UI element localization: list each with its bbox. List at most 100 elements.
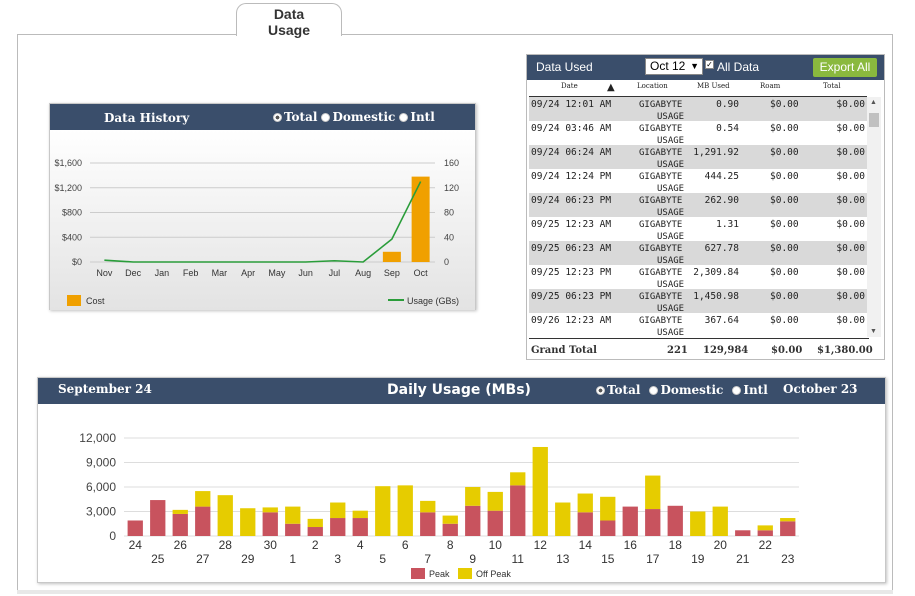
offpeak-bar bbox=[330, 502, 346, 519]
col-header-date[interactable]: Date bbox=[561, 82, 578, 90]
table-row[interactable]: 09/24 12:24 PM GIGABYTE USAGE 444.25 $0.00 $0… bbox=[529, 169, 867, 194]
range-start-label: September 24 bbox=[58, 382, 152, 396]
daily-radio-total[interactable]: Total bbox=[596, 383, 640, 397]
col-header-roam[interactable]: Roam bbox=[760, 82, 781, 90]
col-header-total[interactable]: Total bbox=[823, 82, 841, 90]
data-used-panel: Data Used Oct 12 ▼ ✓ All Data Export All … bbox=[526, 54, 885, 360]
radio-icon[interactable] bbox=[649, 385, 659, 395]
x-tick-label: 26 bbox=[174, 538, 188, 552]
radio-icon[interactable] bbox=[732, 385, 742, 395]
x-tick-label: 15 bbox=[601, 552, 615, 566]
y-tick-label: 0 bbox=[109, 529, 116, 543]
history-radio-intl[interactable]: Intl bbox=[399, 110, 435, 124]
legend-usage-label: Usage (GBs) bbox=[407, 296, 459, 306]
sort-asc-icon[interactable]: ▲ bbox=[607, 82, 615, 93]
offpeak-bar bbox=[217, 495, 233, 536]
table-scrollbar[interactable]: ▲ ▼ bbox=[867, 97, 881, 337]
offpeak-bar bbox=[195, 491, 211, 507]
peak-bar bbox=[487, 510, 503, 536]
table-row[interactable]: 09/25 12:23 PM GIGABYTE USAGE 2,309.84 $0.00… bbox=[529, 265, 867, 290]
table-row[interactable]: 09/26 12:23 AM GIGABYTE USAGE 367.64 $0.00 $0… bbox=[529, 313, 867, 337]
table-row[interactable]: 09/24 03:46 AM GIGABYTE USAGE 0.54 $0.00 $0.0… bbox=[529, 121, 867, 146]
radio-label: Domestic bbox=[332, 110, 396, 124]
cell-location-line2: USAGE bbox=[657, 304, 685, 314]
cell-roam: $0.00 bbox=[770, 99, 799, 110]
data-history-chart: $0 $400 $800 $1,200 $1,600 0 40 80 120 160 Nov Dec J… bbox=[54, 158, 459, 306]
x-tick-label: Nov bbox=[96, 268, 113, 278]
cell-total: $0.00 bbox=[836, 243, 865, 254]
x-tick-label: 1 bbox=[289, 552, 296, 566]
data-history-panel: Data History Total Domestic Intl $0 $400 $… bbox=[49, 103, 476, 310]
x-tick-label: 17 bbox=[646, 552, 660, 566]
date-select[interactable]: Oct 12 ▼ bbox=[645, 58, 703, 75]
radio-icon[interactable] bbox=[596, 385, 605, 395]
x-tick-label: 9 bbox=[469, 552, 476, 566]
x-tick-label: 28 bbox=[219, 538, 233, 552]
col-header-location[interactable]: Location bbox=[637, 82, 668, 90]
cell-date: 09/24 03:46 AM bbox=[531, 123, 612, 134]
cell-roam: $0.00 bbox=[770, 267, 799, 278]
table-row[interactable]: 09/24 12:01 AM GIGABYTE USAGE 0.90 $0.00 $0.0… bbox=[529, 97, 867, 122]
legend-cost-label: Cost bbox=[86, 296, 105, 306]
data-history-header: Data History Total Domestic Intl bbox=[50, 104, 475, 130]
radio-label: Intl bbox=[743, 383, 768, 397]
x-tick-label: 16 bbox=[624, 538, 638, 552]
table-row[interactable]: 09/25 06:23 AM GIGABYTE USAGE 627.78 $0.00 $0… bbox=[529, 241, 867, 266]
x-tick-label: Sep bbox=[384, 268, 400, 278]
cell-location-line2: USAGE bbox=[657, 256, 685, 266]
data-history-body: $0 $400 $800 $1,200 $1,600 0 40 80 120 160 Nov Dec J… bbox=[50, 130, 475, 310]
offpeak-bar bbox=[285, 506, 301, 524]
scroll-down-icon[interactable]: ▼ bbox=[870, 328, 877, 335]
table-row[interactable]: 09/25 12:23 AM GIGABYTE USAGE 1.31 $0.00 $0.0… bbox=[529, 217, 867, 242]
tab-label-line1: Data bbox=[273, 6, 305, 22]
offpeak-bar bbox=[442, 515, 458, 524]
radio-icon[interactable] bbox=[321, 112, 331, 122]
tab-data-usage[interactable]: Data Usage bbox=[236, 3, 342, 38]
x-tick-label: 4 bbox=[357, 538, 364, 552]
grand-total-divider bbox=[529, 338, 869, 339]
table-row[interactable]: 09/25 06:23 PM GIGABYTE USAGE 1,450.98 $0.00… bbox=[529, 289, 867, 314]
daily-radio-intl[interactable]: Intl bbox=[732, 383, 768, 397]
scroll-up-icon[interactable]: ▲ bbox=[870, 99, 877, 106]
offpeak-bar bbox=[465, 487, 481, 506]
cell-location: GIGABYTE USAGE bbox=[639, 315, 689, 337]
table-row[interactable]: 09/24 06:23 PM GIGABYTE USAGE 262.90 $0.00 $0… bbox=[529, 193, 867, 218]
all-data-checkbox[interactable]: ✓ bbox=[705, 60, 714, 69]
peak-bar bbox=[735, 530, 751, 536]
cell-location-line1: GIGABYTE bbox=[639, 268, 683, 278]
x-tick-label: 12 bbox=[534, 538, 548, 552]
daily-radio-domestic[interactable]: Domestic bbox=[649, 383, 723, 397]
cell-total: $0.00 bbox=[836, 291, 865, 302]
x-tick-label: Mar bbox=[212, 268, 228, 278]
col-header-mb-used[interactable]: MB Used bbox=[697, 82, 730, 90]
y-left-tick-label: $0 bbox=[72, 257, 82, 267]
cell-location-line2: USAGE bbox=[657, 184, 685, 194]
radio-icon[interactable] bbox=[399, 112, 409, 122]
cell-mb-used: 1,450.98 bbox=[693, 291, 739, 302]
cell-total: $0.00 bbox=[836, 315, 865, 326]
peak-bar bbox=[645, 509, 661, 536]
daily-usage-title: Daily Usage (MBs) bbox=[387, 382, 531, 398]
cell-location-line2: USAGE bbox=[657, 208, 685, 218]
usage-table-body: 09/24 12:01 AM GIGABYTE USAGE 0.90 $0.00 $0.0… bbox=[529, 97, 867, 337]
cell-location-line1: GIGABYTE bbox=[639, 100, 683, 110]
cell-roam: $0.00 bbox=[770, 195, 799, 206]
cell-total: $0.00 bbox=[836, 195, 865, 206]
table-row[interactable]: 09/24 06:24 AM GIGABYTE USAGE 1,291.92 $0.00… bbox=[529, 145, 867, 170]
offpeak-bar bbox=[690, 511, 706, 536]
peak-bar bbox=[150, 500, 166, 536]
chevron-down-icon: ▼ bbox=[690, 61, 699, 71]
history-radio-total[interactable]: Total bbox=[273, 110, 317, 124]
peak-bar bbox=[600, 520, 616, 536]
offpeak-bar bbox=[352, 510, 368, 519]
export-all-button[interactable]: Export All bbox=[813, 58, 877, 77]
x-tick-label: 21 bbox=[736, 552, 750, 566]
scrollbar-thumb[interactable] bbox=[869, 113, 879, 127]
cell-location-line1: GIGABYTE bbox=[639, 316, 683, 326]
y-right-tick-label: 0 bbox=[444, 257, 449, 267]
history-radio-domestic[interactable]: Domestic bbox=[321, 110, 395, 124]
x-tick-label: Dec bbox=[125, 268, 142, 278]
daily-usage-panel: September 24 Daily Usage (MBs) Total Dom… bbox=[37, 377, 886, 583]
radio-icon[interactable] bbox=[273, 112, 282, 122]
cell-location-line1: GIGABYTE bbox=[639, 148, 683, 158]
